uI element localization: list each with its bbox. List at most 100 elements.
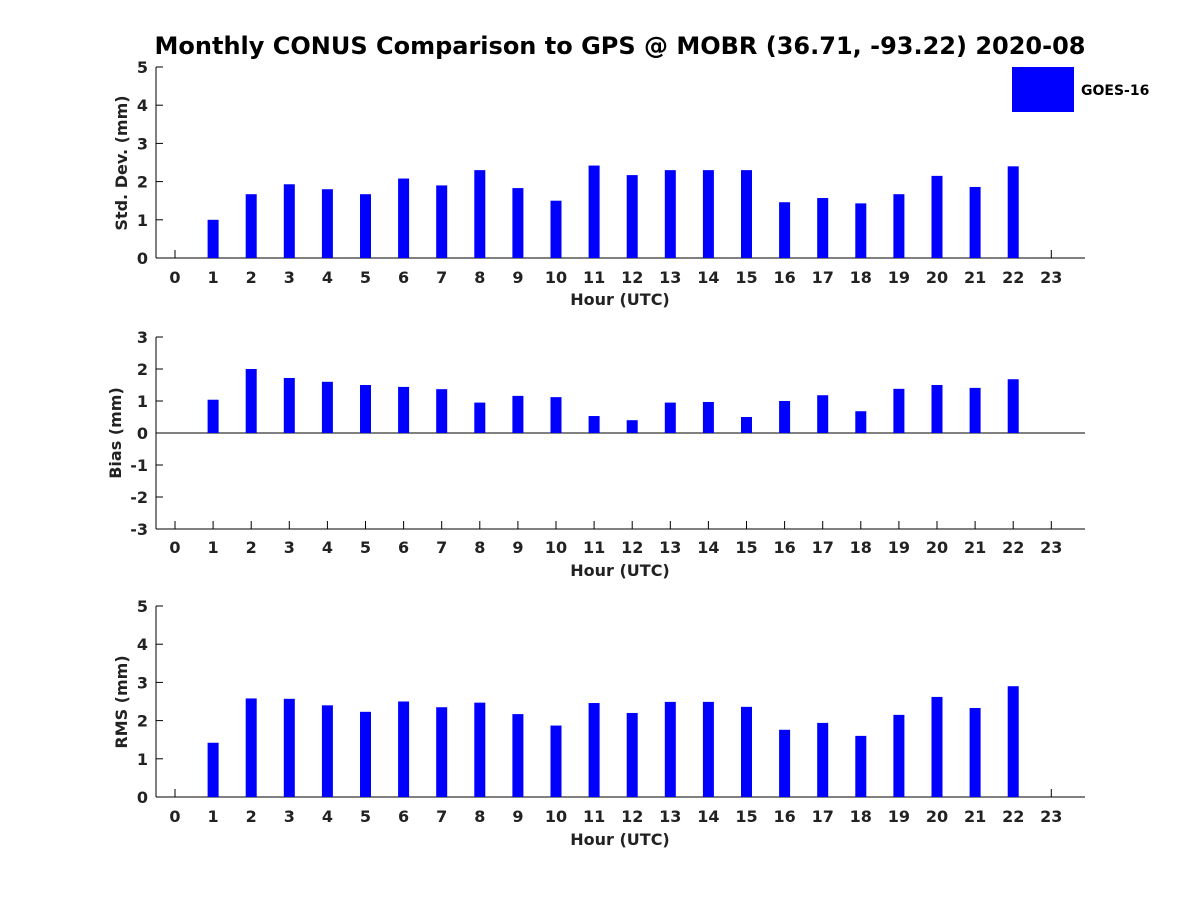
- bias-ytick-label: -1: [130, 456, 148, 475]
- std-dev-xtick-label: 19: [888, 268, 910, 287]
- rms-bar: [1007, 686, 1019, 797]
- rms-bar: [321, 705, 333, 797]
- bias-xtick-label: 17: [812, 538, 834, 557]
- bias-xtick-label: 20: [926, 538, 948, 557]
- std-dev-bar: [893, 194, 905, 258]
- std-dev-bar: [855, 203, 867, 258]
- bias-bar: [626, 420, 638, 433]
- bias-bar: [550, 397, 562, 433]
- std-dev-xtick-label: 16: [773, 268, 795, 287]
- rms-xtick-label: 3: [284, 807, 295, 826]
- rms-bar: [702, 701, 714, 797]
- std-dev-bar: [283, 184, 295, 258]
- bias-xtick-label: 8: [474, 538, 485, 557]
- std-dev-xtick-label: 11: [583, 268, 605, 287]
- std-dev-bar: [474, 170, 486, 258]
- bias-xtick-label: 21: [964, 538, 986, 557]
- rms-xtick-label: 20: [926, 807, 948, 826]
- std-dev-ytick-label: 4: [137, 96, 148, 115]
- bias-xtick-label: 16: [773, 538, 795, 557]
- std-dev-bar: [931, 175, 943, 258]
- rms-bar: [931, 696, 943, 797]
- rms-bar: [817, 722, 829, 797]
- rms-bar: [779, 729, 791, 797]
- chart-title: Monthly CONUS Comparison to GPS @ MOBR (…: [155, 32, 1086, 60]
- std-dev-xtick-label: 6: [398, 268, 409, 287]
- rms-xtick-label: 13: [659, 807, 681, 826]
- std-dev-bar: [588, 165, 600, 258]
- rms-bar: [207, 742, 219, 797]
- rms-bar: [512, 714, 524, 797]
- std-dev-xtick-label: 3: [284, 268, 295, 287]
- bias-bar: [588, 416, 600, 433]
- bias-xtick-label: 2: [246, 538, 257, 557]
- bias-xtick-label: 11: [583, 538, 605, 557]
- bias-bar: [893, 388, 905, 433]
- bias-ytick-label: 1: [137, 392, 148, 411]
- std-dev-bar: [664, 170, 676, 258]
- rms-xtick-label: 8: [474, 807, 485, 826]
- bias-xtick-label: 4: [322, 538, 333, 557]
- bias-ytick-label: 3: [137, 328, 148, 347]
- bias-xtick-label: 19: [888, 538, 910, 557]
- rms-xtick-label: 2: [246, 807, 257, 826]
- std-dev-ylabel: Std. Dev. (mm): [112, 95, 131, 230]
- std-dev-xtick-label: 2: [246, 268, 257, 287]
- legend: GOES-16: [1012, 67, 1149, 112]
- std-dev-ytick-label: 3: [137, 134, 148, 153]
- std-dev-ytick-label: 1: [137, 211, 148, 230]
- rms-ytick-label: 5: [137, 597, 148, 616]
- rms-xtick-label: 5: [360, 807, 371, 826]
- rms-bar: [969, 707, 981, 797]
- std-dev-ytick-label: 5: [137, 58, 148, 77]
- bias-xtick-label: 0: [169, 538, 180, 557]
- bias-bar: [207, 399, 219, 433]
- rms-ytick-label: 2: [137, 712, 148, 731]
- rms-xtick-label: 7: [436, 807, 447, 826]
- std-dev-bar: [702, 170, 714, 258]
- std-dev-bar: [1007, 166, 1019, 258]
- bias-xtick-label: 13: [659, 538, 681, 557]
- std-dev-xtick-label: 8: [474, 268, 485, 287]
- rms-xtick-label: 21: [964, 807, 986, 826]
- rms-xtick-label: 6: [398, 807, 409, 826]
- rms-bar: [436, 707, 448, 797]
- std-dev-xtick-label: 21: [964, 268, 986, 287]
- rms-bar: [550, 725, 562, 797]
- std-dev-xtick-label: 17: [812, 268, 834, 287]
- bias-bar: [1007, 379, 1019, 433]
- rms-bar: [588, 703, 600, 797]
- legend-swatch: [1012, 67, 1074, 112]
- rms-xtick-label: 11: [583, 807, 605, 826]
- std-dev-bar: [817, 198, 829, 258]
- std-dev-bar: [207, 219, 219, 258]
- bias-bar: [855, 411, 867, 433]
- bias-bar: [817, 395, 829, 433]
- bias-xtick-label: 10: [545, 538, 567, 557]
- std-dev-ytick-label: 0: [137, 249, 148, 268]
- std-dev-xtick-label: 10: [545, 268, 567, 287]
- bias-xtick-label: 7: [436, 538, 447, 557]
- rms-ytick-label: 0: [137, 788, 148, 807]
- legend-label: GOES-16: [1081, 83, 1149, 99]
- std-dev-xtick-label: 9: [512, 268, 523, 287]
- rms-bar: [664, 701, 676, 797]
- bias-xtick-label: 14: [697, 538, 719, 557]
- rms-bar: [360, 711, 371, 797]
- std-dev-xtick-label: 0: [169, 268, 180, 287]
- rms-bar: [893, 714, 905, 797]
- rms-xtick-label: 9: [512, 807, 523, 826]
- bias-bar: [969, 387, 981, 433]
- bias-bar: [283, 377, 295, 433]
- std-dev-bar: [360, 194, 371, 258]
- bias-bar: [436, 389, 448, 433]
- bias-ytick-label: -3: [130, 520, 148, 539]
- bias-bar: [321, 381, 333, 433]
- rms-bar: [398, 701, 410, 797]
- std-dev-xtick-label: 18: [850, 268, 872, 287]
- bias-xtick-label: 3: [284, 538, 295, 557]
- std-dev-xtick-label: 23: [1040, 268, 1062, 287]
- rms-xtick-label: 17: [812, 807, 834, 826]
